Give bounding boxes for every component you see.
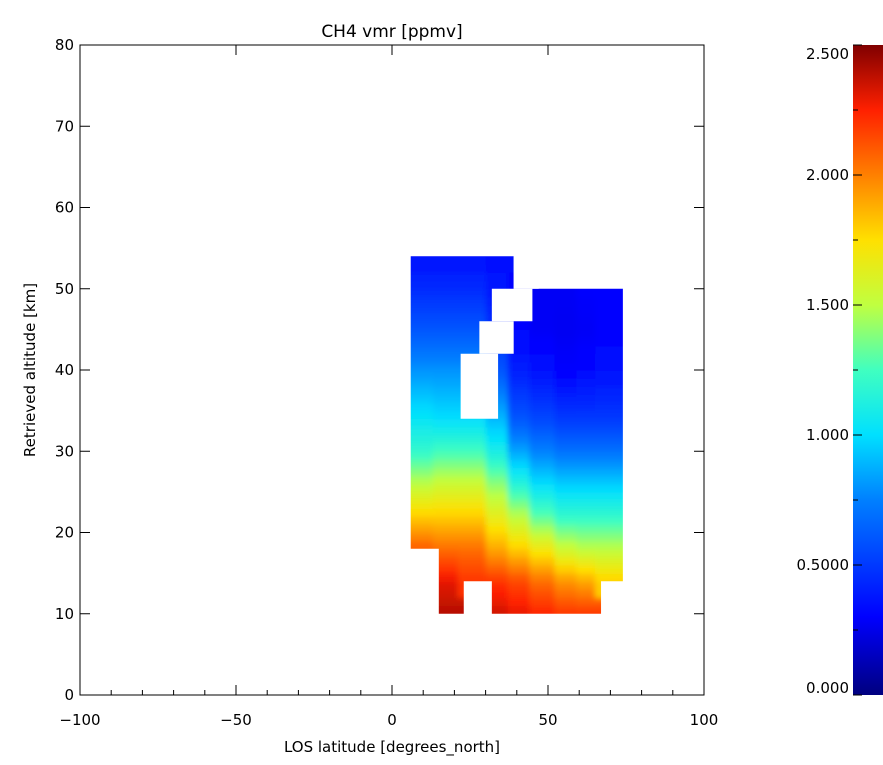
x-tick-label: −50 <box>220 711 252 729</box>
heatmap-column-5 <box>529 272 567 614</box>
y-tick-label: 70 <box>55 117 74 135</box>
colorbar-tick-label: 2.000 <box>806 166 849 184</box>
y-tick-label: 60 <box>55 199 74 217</box>
y-tick-label: 80 <box>55 36 74 54</box>
colorbar-tick-label: 0.000 <box>806 679 849 697</box>
heatmap-column-3 <box>485 256 520 614</box>
y-axis: 0 10 20 30 40 50 60 70 80 <box>55 36 704 704</box>
x-tick-label: 50 <box>538 711 557 729</box>
heatmap-column-0 <box>410 256 445 566</box>
data-gap-2 <box>491 288 533 322</box>
y-axis-label: Retrieved altitude [km] <box>21 283 39 457</box>
heatmap-column-1 <box>432 256 470 614</box>
data-gaps <box>460 256 539 419</box>
heatmap-column-8 <box>595 272 623 599</box>
x-tick-label: 0 <box>387 711 397 729</box>
colorbar-axis: 0.000 0.5000 1.000 1.500 2.000 2.500 <box>797 44 862 697</box>
colorbar-tick-label: 2.500 <box>806 45 849 63</box>
data-gap-1 <box>479 321 514 354</box>
colorbar-tick-label: 0.5000 <box>797 556 850 574</box>
x-tick-label: 100 <box>690 711 719 729</box>
colorbar-tick-label: 1.500 <box>806 296 849 314</box>
heatmap-column-7 <box>576 272 608 614</box>
x-axis-label: LOS latitude [degrees_north] <box>284 738 500 757</box>
y-tick-label: 0 <box>64 686 74 704</box>
y-tick-label: 30 <box>55 442 74 460</box>
y-tick-label: 10 <box>55 605 74 623</box>
data-gap-3 <box>513 256 539 289</box>
chart-title: CH4 vmr [ppmv] <box>321 22 462 42</box>
y-tick-label: 50 <box>55 280 74 298</box>
x-axis: −100 −50 0 50 100 <box>59 45 718 729</box>
y-tick-label: 20 <box>55 524 74 542</box>
heatmap-column-6 <box>554 272 589 614</box>
x-tick-label: −100 <box>59 711 100 729</box>
data-gap-0 <box>460 353 499 419</box>
colorbar-tick-label: 1.000 <box>806 426 849 444</box>
y-tick-label: 40 <box>55 361 74 379</box>
